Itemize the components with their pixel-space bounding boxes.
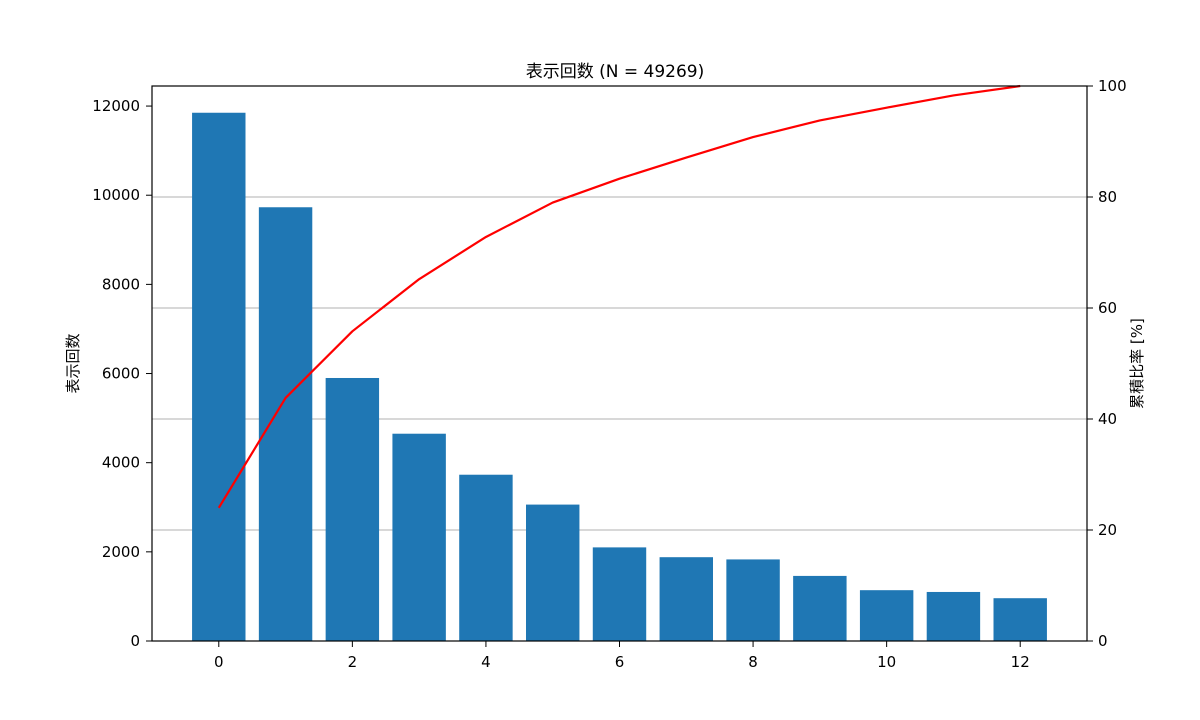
bar	[392, 433, 446, 641]
x-axis: 0 2 4 6 8 10 12	[214, 641, 1030, 671]
y-tick-label: 8000	[102, 275, 140, 293]
right-y-axis: 0 20 40 60 80 100	[1087, 77, 1127, 650]
x-tick-label: 2	[348, 653, 358, 671]
bar	[993, 598, 1047, 641]
bar	[726, 559, 780, 641]
left-y-axis-label: 表示回数	[64, 333, 82, 393]
x-tick-label: 0	[214, 653, 224, 671]
cumulative-line	[217, 84, 1021, 509]
y-tick-label: 10000	[92, 186, 140, 204]
bar	[258, 207, 313, 642]
x-tick-label: 4	[481, 653, 491, 671]
y-tick-label: 12000	[92, 97, 140, 115]
bar	[793, 575, 847, 641]
bar	[192, 112, 246, 641]
bar	[592, 547, 647, 641]
cumulative-line-series	[217, 84, 1021, 509]
y-tick-label: 0	[130, 632, 140, 650]
y2-tick-label: 0	[1098, 632, 1108, 650]
bar	[859, 590, 914, 641]
y2-tick-label: 40	[1098, 410, 1117, 428]
y2-tick-label: 60	[1098, 299, 1117, 317]
bar-series	[192, 112, 1047, 642]
left-y-axis: 0 2000 4000 6000 8000 10000 12000	[92, 97, 152, 650]
y2-tick-label: 80	[1098, 188, 1117, 206]
y2-tick-label: 100	[1098, 77, 1127, 95]
bar	[659, 557, 713, 641]
x-tick-label: 10	[877, 653, 896, 671]
right-y-axis-label: 累積比率 [%]	[1128, 318, 1146, 409]
x-tick-label: 8	[748, 653, 758, 671]
chart-title: 表示回数 (N = 49269)	[526, 62, 705, 82]
bar	[459, 474, 513, 641]
x-tick-label: 12	[1011, 653, 1030, 671]
y-tick-label: 2000	[102, 543, 140, 561]
bar	[526, 504, 580, 641]
bar	[926, 591, 981, 641]
x-tick-label: 6	[615, 653, 625, 671]
y2-tick-label: 20	[1098, 521, 1117, 539]
bar	[325, 377, 380, 641]
y-tick-label: 4000	[102, 454, 140, 472]
y-tick-label: 6000	[102, 365, 140, 383]
